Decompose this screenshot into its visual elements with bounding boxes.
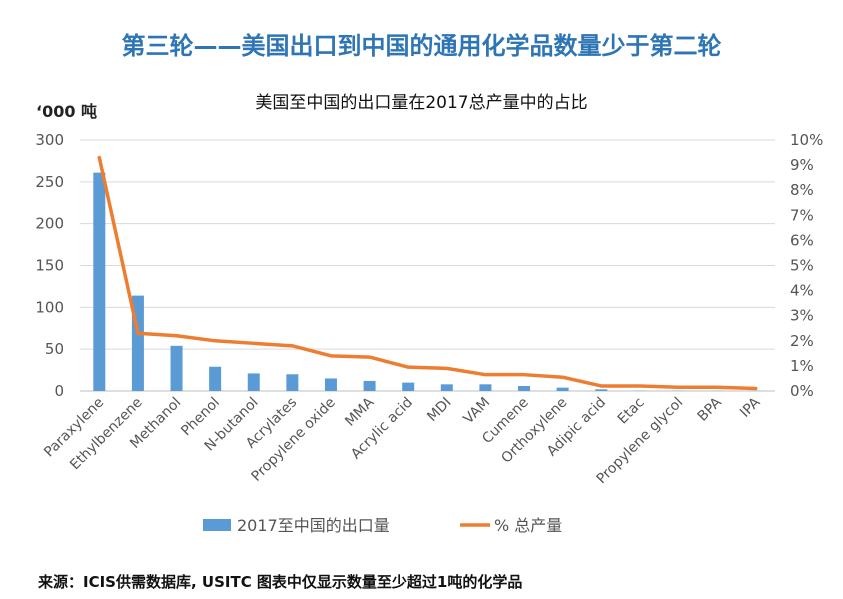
bar-acrylates [286, 374, 299, 391]
legend-line-label: % 总产量 [494, 516, 562, 535]
y-axis-unit-label: ‘000 吨 [36, 102, 98, 121]
right-tick-label: 0% [790, 382, 814, 400]
page-headline: 第三轮——美国出口到中国的通用化学品数量少于第二轮 [121, 32, 722, 60]
bar-phenol [209, 366, 222, 391]
right-tick-label: 6% [790, 231, 814, 249]
left-tick-label: 200 [35, 215, 64, 233]
chart-title: 美国至中国的出口量在2017总产量中的占比 [255, 93, 588, 113]
legend-bar-swatch [203, 519, 231, 531]
combo-chart: 0 50 100 150 200 250 300 0% 1% 2% 3% 4% 5% 6% 7% 8% 9% 1… [35, 131, 823, 535]
percent-line [97, 155, 758, 391]
category-label: BPA [695, 394, 726, 425]
bar-series [93, 172, 762, 391]
bar-vam [479, 384, 492, 391]
category-label: VAM [460, 395, 493, 428]
left-tick-label: 100 [35, 298, 64, 316]
right-tick-label: 5% [790, 257, 814, 275]
category-label: MMA [342, 394, 377, 429]
right-tick-label: 7% [790, 206, 814, 224]
gridlines [80, 139, 775, 392]
category-labels: ParaxyleneEthylbenzeneMethanolPhenolN-bu… [41, 394, 764, 487]
category-label: MDI [424, 395, 454, 425]
line-series [97, 155, 758, 391]
right-tick-label: 8% [790, 181, 814, 199]
bar-mma [363, 380, 376, 391]
source-note: 来源：ICIS供需数据库, USITC 图表中仅显示数量至少超过1吨的化学品 [38, 573, 523, 591]
bar-paraxylene [93, 172, 106, 391]
left-tick-label: 50 [45, 340, 64, 358]
right-tick-label: 1% [790, 357, 814, 375]
category-label: IPA [737, 394, 764, 421]
right-tick-label: 3% [790, 307, 814, 325]
bar-n-butanol [247, 373, 260, 391]
left-axis-ticks: 0 50 100 150 200 250 300 [35, 131, 64, 400]
legend: 2017至中国的出口量 % 总产量 [203, 516, 562, 535]
bar-propylene-oxide [324, 378, 337, 391]
right-tick-label: 10% [790, 131, 823, 149]
right-axis-ticks: 0% 1% 2% 3% 4% 5% 6% 7% 8% 9% 10% [790, 131, 823, 400]
bar-cumene [518, 385, 531, 391]
left-tick-label: 150 [35, 257, 64, 275]
bar-methanol [170, 345, 183, 391]
left-tick-label: 0 [54, 382, 64, 400]
legend-bar-label: 2017至中国的出口量 [237, 516, 390, 535]
bar-mdi [440, 384, 453, 391]
bar-acrylic-acid [402, 382, 415, 391]
right-tick-label: 2% [790, 332, 814, 350]
right-tick-label: 4% [790, 282, 814, 300]
left-tick-label: 300 [35, 131, 64, 149]
left-tick-label: 250 [35, 173, 64, 191]
bar-orthoxylene [556, 387, 569, 391]
right-tick-label: 9% [790, 156, 814, 174]
bar-adipic-acid [595, 389, 608, 391]
category-label: Etac [615, 395, 648, 428]
